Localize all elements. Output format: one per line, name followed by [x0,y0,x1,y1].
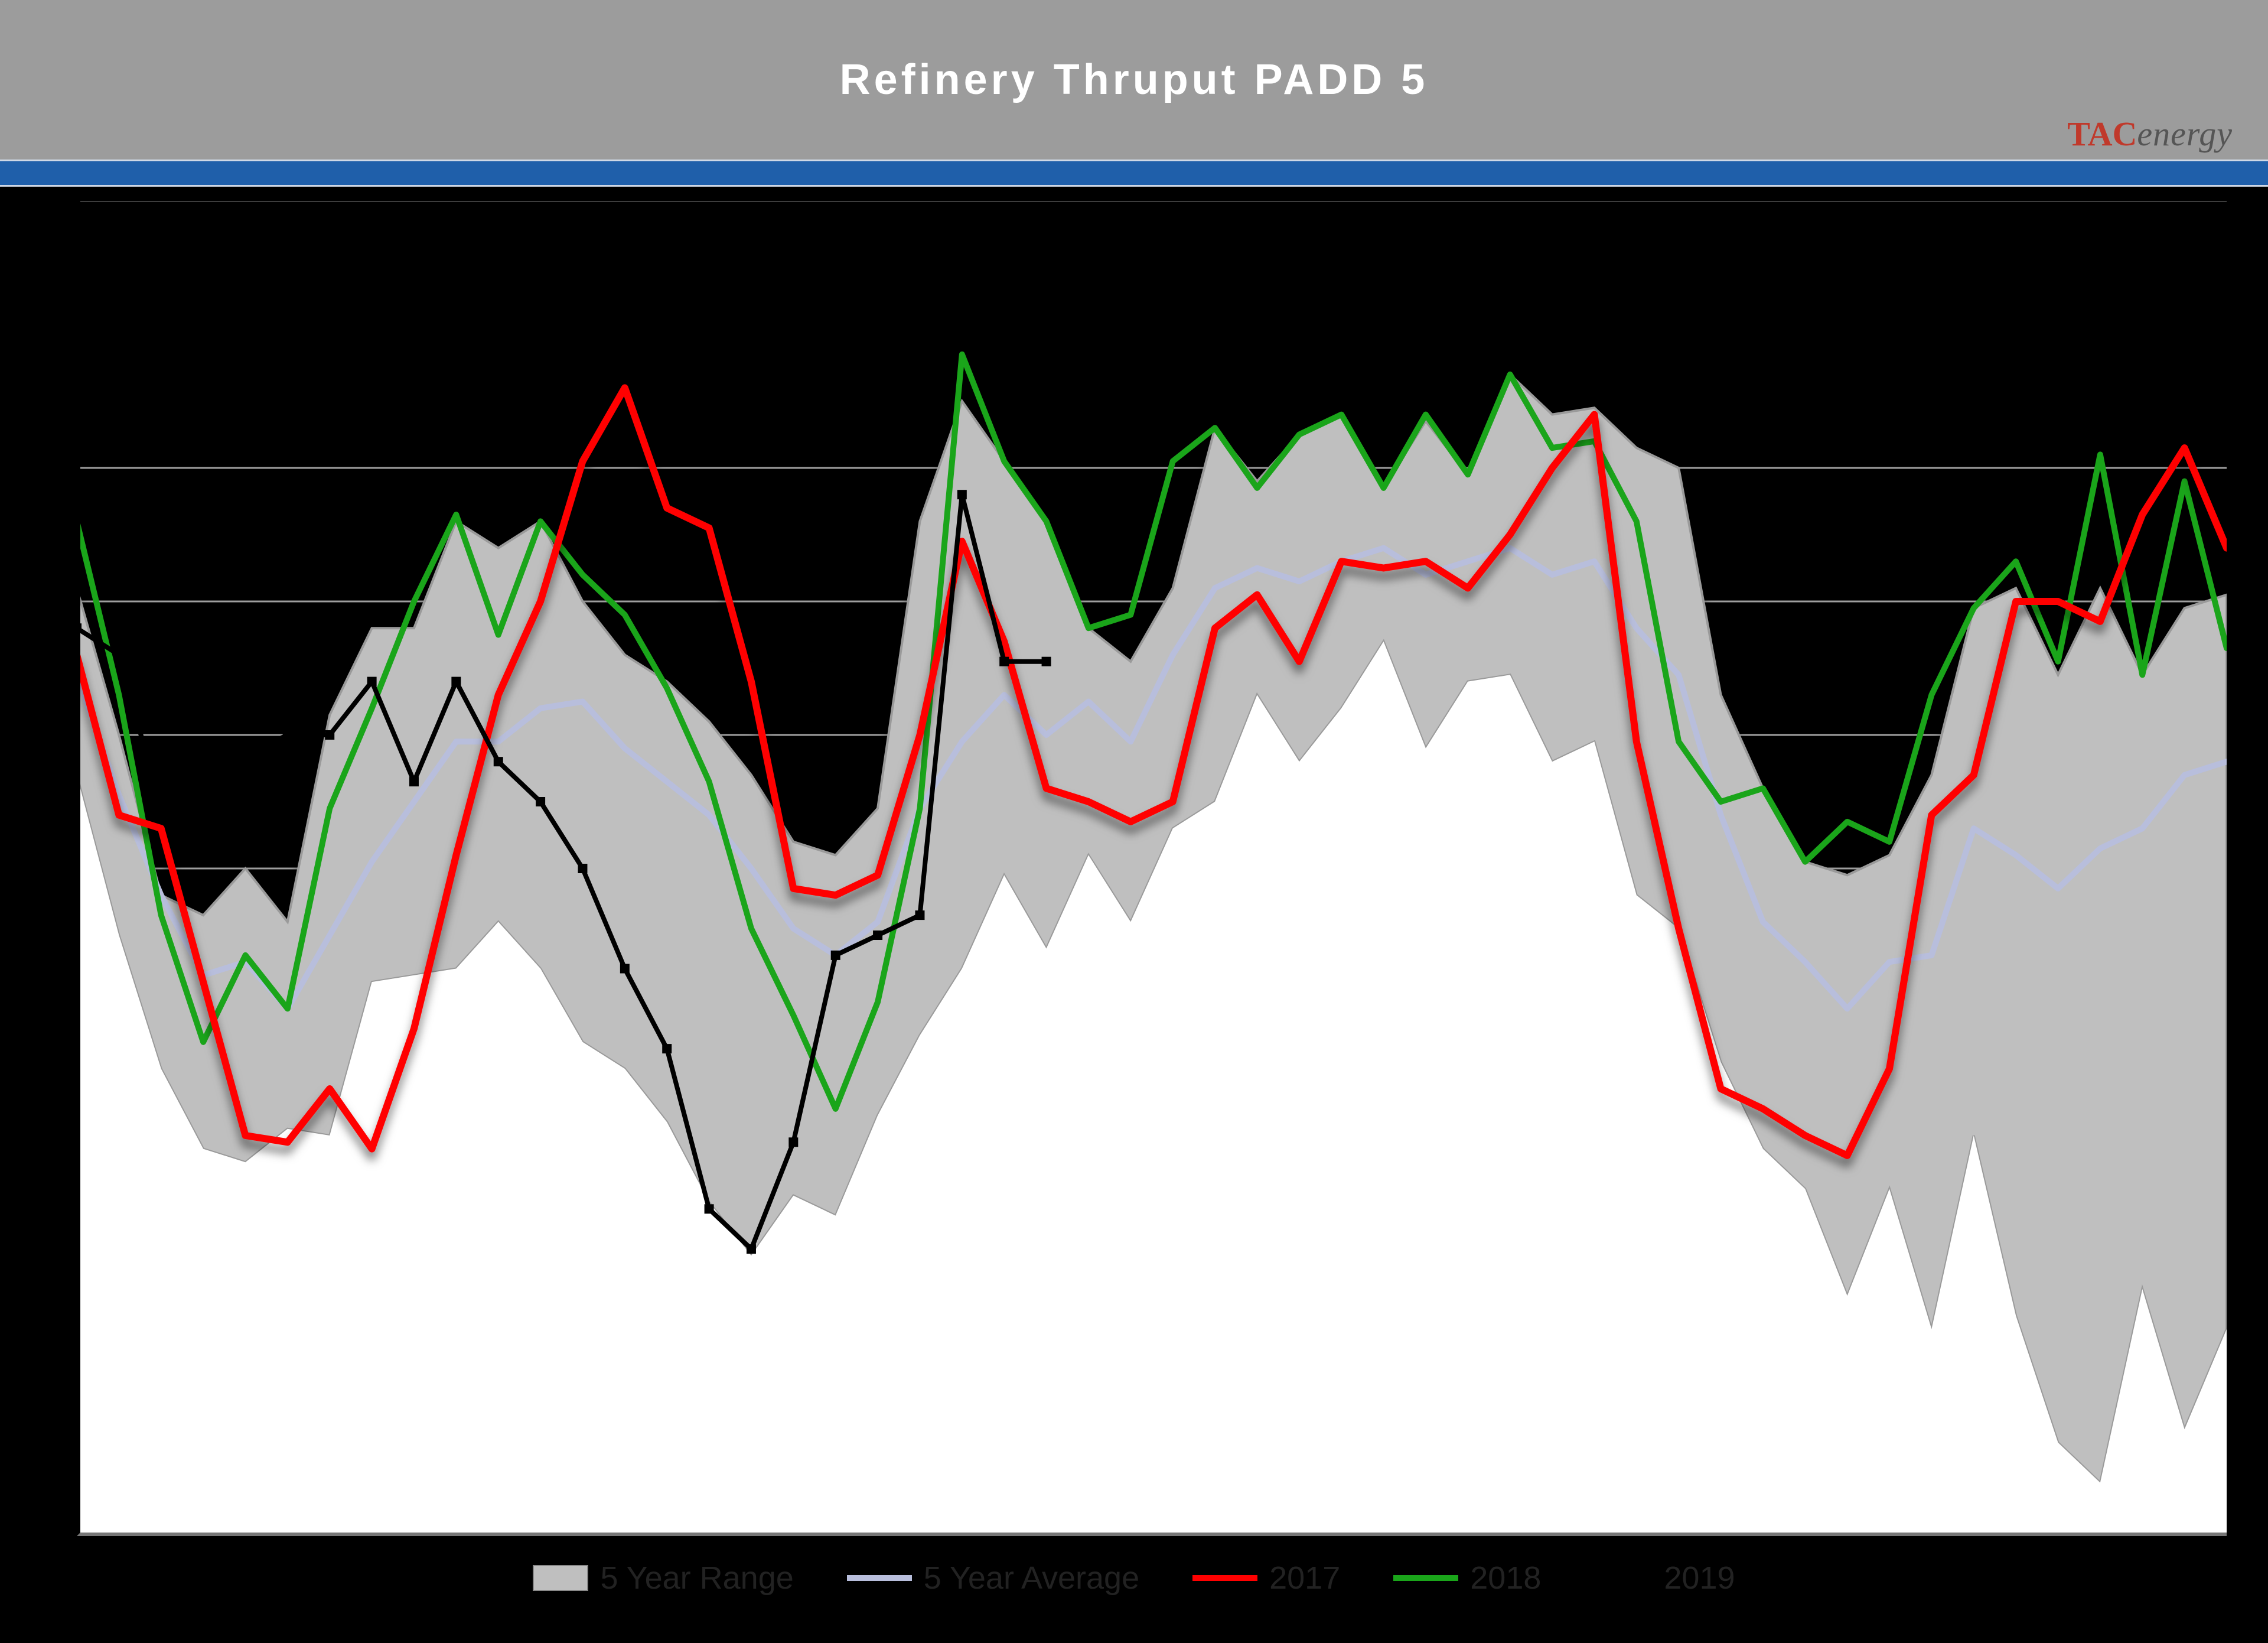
legend-marker-icon [1594,1573,1652,1583]
legend-line-icon [847,1575,912,1581]
legend-item-2017: 2017 [1192,1560,1340,1596]
legend-line-icon [1393,1575,1458,1581]
legend-label: 2017 [1269,1560,1340,1596]
legend-line-icon [1192,1575,1257,1581]
chart-title: Refinery Thruput PADD 5 [840,56,1429,104]
y-axis-tick-label: 2,700 [7,188,66,214]
legend-item-range: 5 Year Range [533,1560,793,1596]
tac-energy-logo: TACenergy [2067,114,2233,154]
legend-label: 5 Year Range [600,1560,793,1596]
legend-label: 2019 [1664,1560,1735,1596]
legend-swatch-range-icon [533,1565,588,1591]
legend-label: 2018 [1470,1560,1541,1596]
plot-frame [77,201,2227,1536]
logo-suffix: energy [2137,115,2233,153]
legend-item-avg: 5 Year Average [847,1560,1139,1596]
logo-prefix: TAC [2067,115,2137,153]
legend-item-2019: 2019 [1594,1560,1735,1596]
header-accent-bar [0,160,2268,187]
legend-label: 5 Year Average [924,1560,1139,1596]
chart-legend: 5 Year Range 5 Year Average 2017 2018 20… [0,1560,2268,1596]
legend-item-2018: 2018 [1393,1560,1541,1596]
chart-header: Refinery Thruput PADD 5 TACenergy [0,0,2268,160]
